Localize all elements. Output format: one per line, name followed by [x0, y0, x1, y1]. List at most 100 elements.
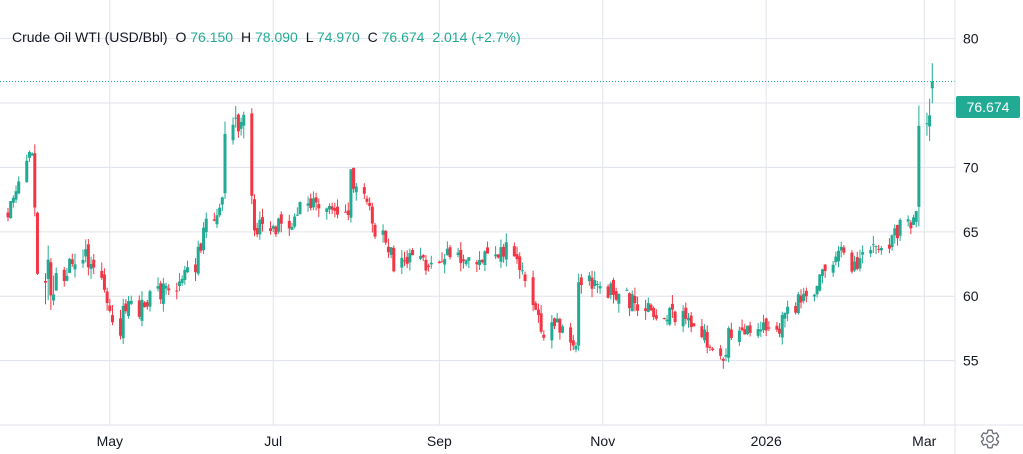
- candle-body: [550, 322, 554, 341]
- candle-body: [9, 201, 13, 219]
- candle-body: [344, 211, 348, 213]
- candle-body: [274, 226, 278, 235]
- candle-body: [909, 222, 913, 229]
- candle-body: [271, 226, 275, 229]
- candle-body: [373, 224, 377, 237]
- candle-body: [124, 303, 128, 312]
- candle-body: [743, 329, 747, 335]
- candle-body: [539, 313, 543, 332]
- candle-body: [137, 300, 141, 317]
- candle-body: [298, 202, 302, 215]
- candle-body: [577, 282, 581, 346]
- candle-body: [593, 280, 597, 286]
- candle-body: [611, 280, 615, 295]
- candle-body: [898, 219, 902, 236]
- candle-body: [277, 218, 281, 232]
- candle-body: [311, 198, 315, 208]
- candle-body: [740, 327, 744, 331]
- x-tick-label: Jul: [264, 433, 282, 449]
- candle-body: [555, 318, 559, 323]
- candle-body: [553, 318, 557, 326]
- candle-body: [255, 228, 259, 235]
- candle-body: [609, 283, 613, 295]
- candle-body: [681, 311, 685, 327]
- candle-body: [649, 304, 653, 311]
- candle-body: [483, 251, 487, 266]
- candle-body: [196, 246, 200, 274]
- low-label: L: [305, 29, 313, 45]
- candle-body: [185, 267, 189, 273]
- candle-body: [448, 247, 452, 258]
- candle-body: [724, 354, 728, 357]
- candle-body: [646, 303, 650, 312]
- candle-body: [759, 329, 763, 332]
- candle-body: [636, 304, 640, 311]
- candle-body: [89, 264, 93, 270]
- candle-body: [595, 284, 599, 286]
- candle-body: [895, 224, 899, 239]
- candle-body: [27, 151, 31, 158]
- candle-body: [218, 207, 222, 216]
- candle-body: [62, 269, 66, 282]
- last-price-tag: 76.674: [956, 96, 1020, 118]
- candle-body: [411, 250, 415, 256]
- gear-icon[interactable]: [979, 428, 1001, 450]
- candle-body: [692, 323, 696, 327]
- candle-body: [475, 262, 479, 265]
- candle-body: [853, 261, 857, 271]
- candle-body: [459, 249, 463, 264]
- candle-body: [84, 249, 88, 257]
- candle-body: [204, 218, 208, 233]
- close-value: 76.674: [381, 29, 425, 45]
- candle-body: [440, 261, 444, 263]
- candle-body: [175, 290, 179, 292]
- candle-body: [542, 334, 546, 338]
- candle-body: [536, 309, 540, 315]
- candle-body: [874, 245, 878, 247]
- candle-body: [25, 160, 29, 183]
- candle-body: [293, 216, 297, 227]
- candle-body: [670, 303, 674, 310]
- candle-body: [794, 306, 798, 313]
- candle-body: [421, 255, 425, 258]
- candle-body: [587, 275, 591, 282]
- candle-body: [764, 318, 768, 331]
- candle-body: [261, 217, 265, 224]
- candle-body: [861, 252, 865, 255]
- candle-body: [654, 315, 658, 319]
- candle-body: [73, 264, 77, 270]
- candle-body: [700, 326, 704, 338]
- candle-body: [167, 288, 171, 291]
- candle-body: [164, 285, 168, 289]
- candle-body: [756, 329, 760, 336]
- candle-body: [598, 286, 602, 289]
- y-tick-label: 70: [963, 159, 979, 175]
- candle-body: [212, 219, 216, 221]
- candle-body: [711, 348, 715, 350]
- candle-body: [234, 117, 238, 119]
- candle-body: [199, 243, 203, 251]
- y-tick-label: 55: [963, 353, 979, 369]
- candle-body: [518, 256, 522, 271]
- low-value: 74.970: [316, 29, 360, 45]
- open-value: 76.150: [190, 29, 234, 45]
- candle-body: [523, 274, 527, 282]
- candle-body: [464, 260, 468, 265]
- candle-body: [129, 300, 133, 304]
- candle-body: [737, 330, 741, 342]
- candle-body: [850, 252, 854, 272]
- candle-body: [143, 302, 147, 308]
- candle-body: [686, 317, 690, 321]
- candle-body: [177, 281, 181, 287]
- candle-body: [223, 133, 227, 194]
- candle-body: [721, 358, 725, 361]
- candle-body: [180, 278, 184, 284]
- candle-body: [767, 327, 771, 329]
- candle-body: [858, 258, 862, 269]
- candle-body: [486, 247, 490, 254]
- candle-body: [330, 206, 334, 210]
- candle-body: [33, 153, 37, 208]
- candle-body: [437, 261, 441, 264]
- candle-body: [893, 228, 897, 236]
